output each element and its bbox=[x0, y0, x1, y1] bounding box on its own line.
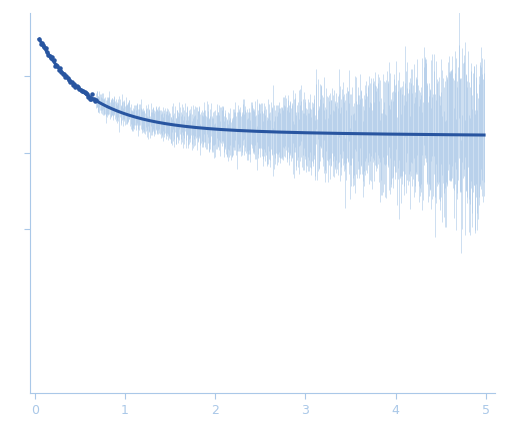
Point bbox=[63, 72, 71, 79]
Point bbox=[68, 79, 76, 86]
Point bbox=[74, 83, 82, 90]
Point bbox=[38, 39, 46, 46]
Point bbox=[89, 96, 97, 103]
Point bbox=[87, 95, 95, 102]
Point bbox=[71, 83, 79, 90]
Point bbox=[92, 97, 100, 104]
Point bbox=[79, 87, 87, 94]
Point bbox=[52, 62, 60, 69]
Point bbox=[54, 62, 62, 69]
Point bbox=[84, 94, 92, 101]
Point bbox=[59, 71, 67, 78]
Point bbox=[64, 74, 72, 81]
Point bbox=[82, 90, 90, 97]
Point bbox=[78, 87, 86, 94]
Point bbox=[51, 62, 59, 69]
Point bbox=[80, 88, 88, 95]
Point bbox=[69, 81, 77, 88]
Point bbox=[86, 96, 94, 103]
Point bbox=[40, 43, 48, 50]
Point bbox=[35, 35, 43, 42]
Point bbox=[66, 78, 74, 85]
Point bbox=[56, 65, 64, 72]
Point bbox=[91, 97, 99, 104]
Point bbox=[47, 55, 55, 62]
Point bbox=[39, 41, 47, 48]
Point bbox=[77, 87, 85, 94]
Point bbox=[70, 81, 78, 88]
Point bbox=[65, 76, 73, 83]
Point bbox=[61, 73, 69, 80]
Point bbox=[42, 44, 50, 51]
Point bbox=[55, 67, 63, 74]
Point bbox=[57, 68, 65, 75]
Point bbox=[44, 51, 53, 58]
Point bbox=[88, 90, 96, 97]
Point bbox=[73, 83, 81, 90]
Point bbox=[45, 52, 54, 59]
Point bbox=[75, 86, 83, 93]
Point bbox=[48, 53, 56, 60]
Point bbox=[83, 91, 91, 98]
Point bbox=[43, 49, 51, 56]
Point bbox=[49, 56, 58, 63]
Point bbox=[60, 71, 68, 78]
Point bbox=[36, 41, 44, 48]
